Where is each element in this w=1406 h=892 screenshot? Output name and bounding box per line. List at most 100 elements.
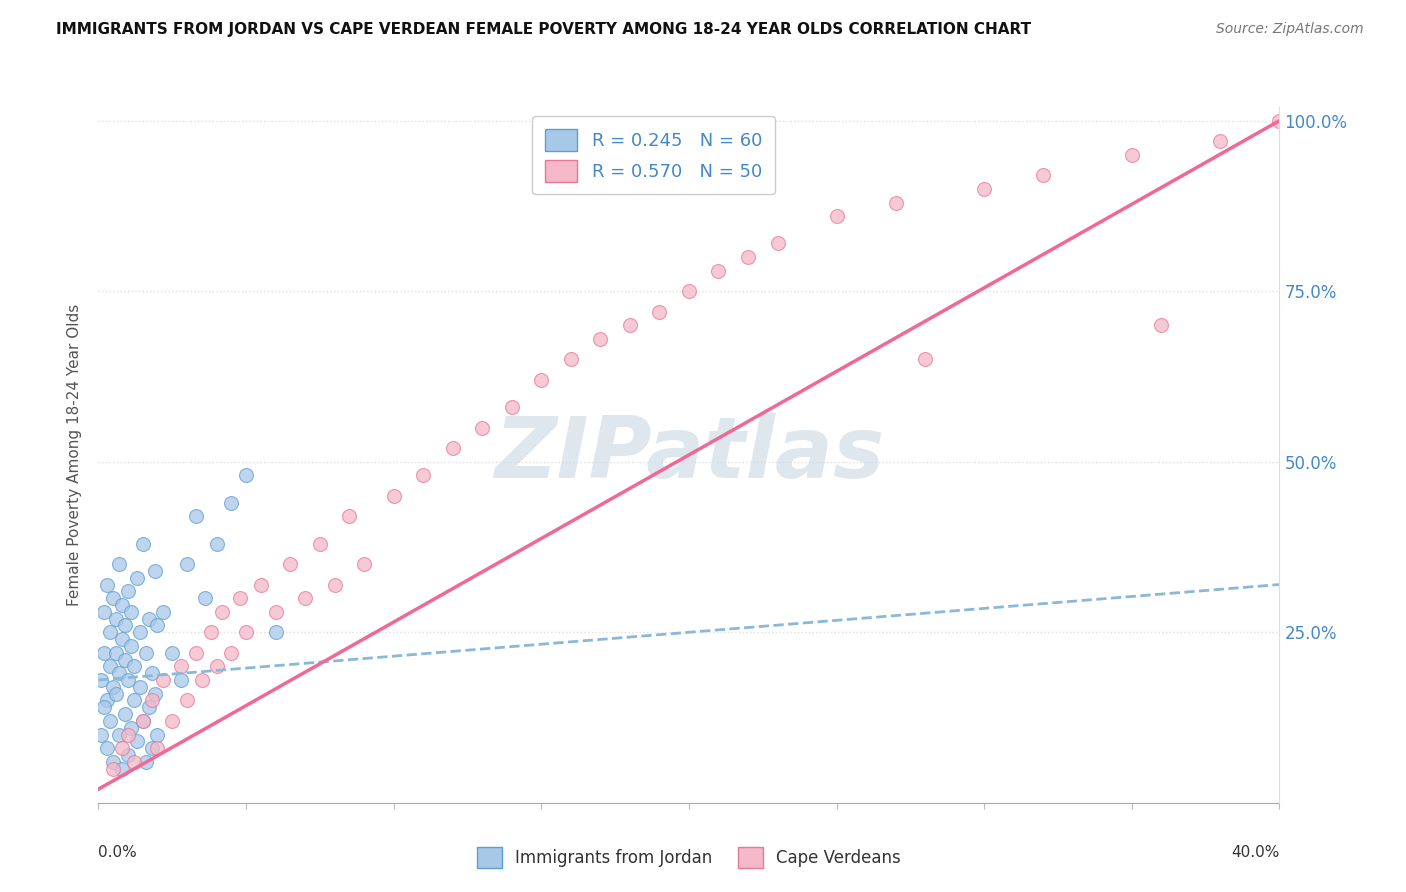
- Point: [264, 605, 287, 619]
- Point: [122, 659, 145, 673]
- Point: [219, 496, 242, 510]
- Point: [132, 714, 155, 728]
- Point: [125, 734, 148, 748]
- Point: [93, 646, 115, 660]
- Point: [678, 284, 700, 298]
- Point: [108, 728, 131, 742]
- Point: [412, 468, 434, 483]
- Point: [353, 557, 375, 571]
- Point: [737, 250, 759, 264]
- Point: [103, 762, 125, 776]
- Point: [184, 646, 207, 660]
- Point: [93, 700, 115, 714]
- Point: [105, 612, 128, 626]
- Point: [884, 195, 907, 210]
- Point: [111, 632, 134, 646]
- Point: [96, 741, 118, 756]
- Point: [162, 646, 183, 660]
- Point: [117, 747, 139, 762]
- Point: [105, 646, 128, 660]
- Point: [1150, 318, 1173, 333]
- Point: [152, 673, 174, 687]
- Point: [120, 605, 142, 619]
- Point: [648, 304, 671, 318]
- Point: [152, 605, 174, 619]
- Point: [103, 755, 125, 769]
- Point: [141, 666, 163, 681]
- Legend: Immigrants from Jordan, Cape Verdeans: Immigrants from Jordan, Cape Verdeans: [471, 841, 907, 874]
- Point: [176, 557, 198, 571]
- Point: [707, 264, 730, 278]
- Point: [530, 373, 553, 387]
- Point: [138, 612, 160, 626]
- Point: [96, 693, 118, 707]
- Point: [1268, 113, 1291, 128]
- Point: [184, 509, 207, 524]
- Point: [235, 468, 257, 483]
- Point: [98, 625, 121, 640]
- Point: [128, 625, 150, 640]
- Point: [90, 673, 112, 687]
- Point: [211, 605, 233, 619]
- Point: [114, 618, 136, 632]
- Point: [103, 591, 125, 606]
- Point: [117, 728, 139, 742]
- Point: [560, 352, 582, 367]
- Point: [117, 584, 139, 599]
- Point: [105, 687, 128, 701]
- Point: [132, 714, 155, 728]
- Text: 0.0%: 0.0%: [98, 845, 138, 860]
- Point: [278, 557, 302, 571]
- Point: [111, 741, 134, 756]
- Point: [135, 646, 157, 660]
- Point: [441, 441, 464, 455]
- Point: [200, 625, 222, 640]
- Text: Source: ZipAtlas.com: Source: ZipAtlas.com: [1216, 22, 1364, 37]
- Point: [219, 646, 242, 660]
- Point: [143, 564, 166, 578]
- Point: [619, 318, 641, 333]
- Point: [98, 714, 121, 728]
- Point: [114, 652, 136, 666]
- Point: [93, 605, 115, 619]
- Point: [264, 625, 287, 640]
- Point: [162, 714, 183, 728]
- Point: [766, 236, 789, 251]
- Point: [90, 728, 112, 742]
- Point: [108, 666, 131, 681]
- Point: [205, 536, 228, 550]
- Point: [146, 618, 169, 632]
- Point: [143, 687, 166, 701]
- Text: ZIPatlas: ZIPatlas: [494, 413, 884, 497]
- Point: [128, 680, 150, 694]
- Point: [339, 509, 360, 524]
- Point: [825, 209, 848, 223]
- Point: [323, 577, 346, 591]
- Point: [111, 762, 134, 776]
- Point: [1032, 168, 1054, 182]
- Point: [191, 673, 214, 687]
- Point: [122, 755, 145, 769]
- Point: [125, 571, 148, 585]
- Point: [309, 536, 332, 550]
- Point: [98, 659, 121, 673]
- Text: IMMIGRANTS FROM JORDAN VS CAPE VERDEAN FEMALE POVERTY AMONG 18-24 YEAR OLDS CORR: IMMIGRANTS FROM JORDAN VS CAPE VERDEAN F…: [56, 22, 1032, 37]
- Point: [176, 693, 198, 707]
- Point: [194, 591, 217, 606]
- Point: [235, 625, 257, 640]
- Point: [589, 332, 612, 346]
- Y-axis label: Female Poverty Among 18-24 Year Olds: Female Poverty Among 18-24 Year Olds: [67, 304, 83, 606]
- Point: [108, 557, 131, 571]
- Point: [141, 741, 163, 756]
- Point: [294, 591, 316, 606]
- Point: [501, 400, 523, 414]
- Point: [138, 700, 160, 714]
- Point: [1121, 148, 1143, 162]
- Point: [122, 693, 145, 707]
- Point: [146, 741, 169, 756]
- Point: [170, 673, 193, 687]
- Point: [229, 591, 252, 606]
- Point: [250, 577, 273, 591]
- Point: [146, 728, 169, 742]
- Point: [96, 577, 118, 591]
